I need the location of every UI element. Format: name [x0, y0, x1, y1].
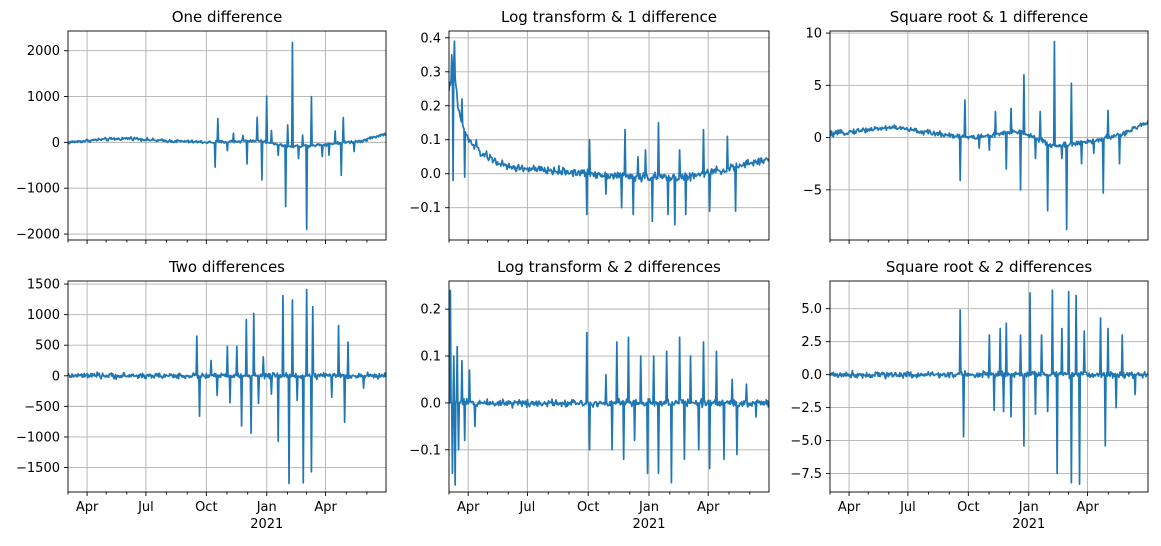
x-tick-label: Jul: [519, 500, 536, 515]
y-tick-label: −500: [24, 400, 60, 415]
x-year-label: 2021: [250, 517, 283, 532]
x-tick-label: Oct: [577, 500, 599, 515]
y-tick-label: −0.1: [409, 443, 441, 458]
y-tick-label: −0.1: [409, 201, 441, 216]
subplot-title: Square root & 2 differences: [886, 258, 1092, 276]
axes-frame: [67, 280, 387, 493]
x-tick-label: Apr: [76, 500, 99, 515]
x-tick-label: Apr: [457, 500, 480, 515]
y-tick-label: 0.3: [420, 65, 441, 80]
subplot-title: One difference: [172, 8, 283, 26]
subplot-2: 0.4 0.3 0.2 0.1 0.0 −0.1 Log transform & 1 dif…: [409, 8, 770, 244]
x-tick-label: Apr: [697, 500, 720, 515]
series-line: [830, 289, 1148, 485]
y-tick-label: 5.0: [801, 302, 822, 317]
y-tick-label: 0.0: [801, 368, 822, 383]
y-tick-label: 1000: [27, 308, 60, 323]
axes-frame: [448, 280, 770, 493]
y-tick-label: 2000: [27, 44, 60, 59]
series-line: [449, 289, 769, 486]
series-line: [68, 41, 386, 231]
y-tick-label: 1000: [27, 90, 60, 105]
y-tick-label: 0: [52, 136, 60, 151]
y-tick-label: 1500: [27, 278, 60, 293]
y-tick-label: −1000: [16, 182, 60, 197]
y-tick-label: −2000: [16, 228, 60, 243]
subplot-title: Log transform & 1 difference: [501, 8, 717, 26]
y-tick-label: 0.4: [420, 31, 441, 46]
subplot-title: Square root & 1 difference: [890, 8, 1089, 26]
series-line: [830, 40, 1148, 231]
y-tick-label: 10: [805, 27, 822, 42]
x-year-label: 2021: [632, 517, 665, 532]
subplot-title: Log transform & 2 differences: [497, 258, 721, 276]
y-tick-label: 0.0: [420, 396, 441, 411]
y-tick-label: 0.1: [420, 350, 441, 365]
x-tick-label: Oct: [957, 500, 979, 515]
subplot-1: 2000 1000 0 −1000 −2000 One difference: [16, 8, 387, 244]
y-tick-label: −1000: [16, 430, 60, 445]
x-tick-label: Apr: [838, 500, 861, 515]
axes-frame: [829, 280, 1149, 493]
y-tick-label: 0: [814, 131, 822, 146]
series-line: [449, 40, 769, 226]
y-tick-label: 0.1: [420, 133, 441, 148]
y-tick-label: −2.5: [790, 401, 822, 416]
subplot-6: 5.0 2.5 0.0 −2.5 −5.0 −7.5 Apr Jul Oct Jan Apr 2021…: [790, 258, 1149, 532]
y-tick-label: 0.2: [420, 99, 441, 114]
y-tick-label: 0: [52, 369, 60, 384]
y-tick-label: 0.2: [420, 303, 441, 318]
y-tick-label: −7.5: [790, 467, 822, 482]
x-tick-label: Jul: [899, 500, 916, 515]
x-tick-label: Jan: [256, 500, 277, 515]
x-tick-label: Apr: [1076, 500, 1099, 515]
y-tick-label: −5.0: [790, 434, 822, 449]
x-tick-label: Jan: [638, 500, 659, 515]
subplot-5: 0.2 0.1 0.0 −0.1 Apr Jul Oct Jan Apr 2021 Log tran…: [409, 258, 770, 532]
y-tick-label: −5: [803, 183, 822, 198]
y-tick-label: 5: [814, 79, 822, 94]
subplot-4: 1500 1000 500 0 −500 −1000 −1500 Apr Jul Oct Jan Ap…: [16, 258, 387, 532]
axes-frame: [67, 30, 387, 241]
y-tick-label: 500: [35, 339, 60, 354]
subplot-3: 10 5 0 −5 Square root & 1 difference: [803, 8, 1149, 244]
x-year-label: 2021: [1012, 517, 1045, 532]
axes-frame: [448, 30, 770, 241]
series-line: [68, 288, 386, 485]
x-tick-label: Jan: [1018, 500, 1039, 515]
y-tick-label: 2.5: [801, 335, 822, 350]
y-tick-label: 0.0: [420, 167, 441, 182]
subplot-title: Two differences: [168, 258, 285, 276]
x-tick-label: Jul: [137, 500, 154, 515]
x-tick-label: Oct: [195, 500, 217, 515]
x-tick-label: Apr: [314, 500, 337, 515]
y-tick-label: −1500: [16, 461, 60, 476]
